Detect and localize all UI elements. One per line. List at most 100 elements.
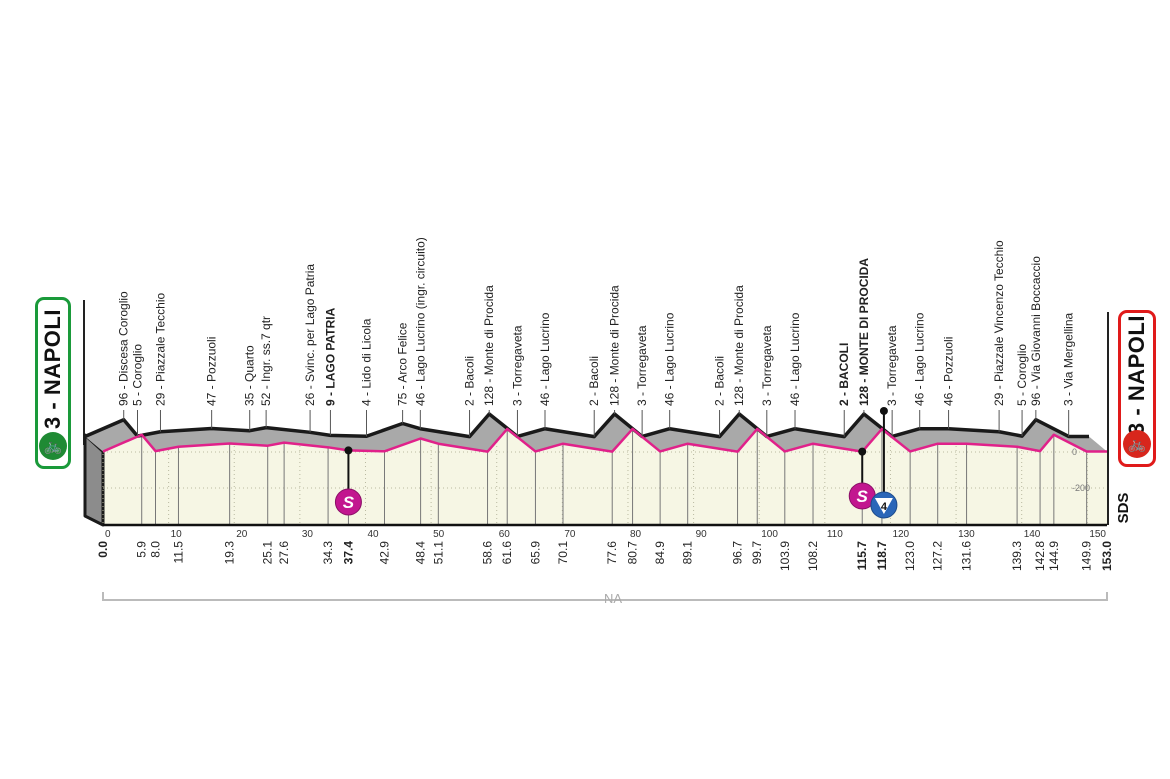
- start-badge: 3 - NAPOLI 🚲: [35, 297, 71, 469]
- km-label: 77.6: [605, 541, 619, 565]
- profile-top-line: [84, 412, 1089, 439]
- x-tick-label: 80: [630, 529, 642, 540]
- waypoint-altitude: 2: [837, 399, 851, 406]
- waypoint-name: Coroglio: [1015, 344, 1029, 389]
- waypoint-label: 2 - Bacoli: [713, 356, 727, 406]
- km-label: 127.2: [931, 541, 945, 571]
- separator: -: [130, 389, 144, 400]
- x-tick-label: 90: [696, 529, 708, 540]
- x-tick-label: 130: [958, 529, 975, 540]
- waypoint-name: BACOLI: [837, 343, 851, 389]
- waypoint-label: 3 - Torregaveta: [635, 325, 649, 406]
- waypoint-name: Lago Lucrino: [538, 312, 552, 382]
- bracket-label: NA: [604, 591, 622, 606]
- km-label: 149.9: [1080, 541, 1094, 571]
- waypoint-altitude: 35: [243, 392, 257, 406]
- separator: -: [1015, 389, 1029, 400]
- cyclist-icon: 🚲: [39, 432, 67, 460]
- km-label: 0.0: [96, 541, 110, 558]
- waypoint-label: 128 - Monte di Procida: [482, 285, 496, 406]
- km-label: 70.1: [556, 541, 570, 565]
- waypoint-label: 46 - Lago Lucrino: [788, 312, 802, 406]
- waypoint-altitude: 2: [713, 399, 727, 406]
- waypoint-label: 47 - Pozzuoli: [205, 337, 219, 406]
- separator: -: [259, 382, 273, 393]
- waypoint-altitude: 96: [1029, 392, 1043, 406]
- sds-logo: SDS: [1115, 493, 1132, 524]
- x-tick-label: 0: [105, 529, 111, 540]
- km-label: 65.9: [528, 541, 542, 565]
- sprint-pin-dot: [858, 447, 867, 456]
- separator: -: [396, 383, 410, 393]
- separator: -: [1029, 382, 1043, 393]
- waypoint-altitude: 46: [663, 392, 677, 406]
- waypoint-altitude: 2: [587, 399, 601, 406]
- waypoint-name: Torregaveta: [510, 325, 524, 389]
- waypoint-label: 96 - Via Giovanni Boccaccio: [1029, 256, 1043, 406]
- km-label: 89.1: [681, 541, 695, 565]
- profile-band: [85, 413, 1107, 452]
- km-label: 144.9: [1047, 541, 1061, 571]
- separator: -: [837, 389, 851, 400]
- waypoint-altitude: 29: [153, 392, 167, 406]
- km-label: 103.9: [778, 541, 792, 571]
- waypoint-name: Lago Lucrino: [788, 312, 802, 382]
- separator: -: [1062, 389, 1076, 400]
- distance-bracket: [102, 592, 1108, 601]
- waypoint-altitude: 2: [463, 399, 477, 406]
- waypoint-altitude: 128: [608, 386, 622, 406]
- separator: -: [243, 382, 257, 393]
- waypoint-label: 96 - Discesa Coroglio: [117, 291, 131, 406]
- waypoint-name: Pozzuoli: [942, 337, 956, 382]
- start-label: 3 - NAPOLI: [40, 309, 65, 429]
- waypoint-altitude: 3: [885, 399, 899, 406]
- waypoint-label: 29 - Piazzale Tecchio: [153, 292, 167, 406]
- waypoint-altitude: 47: [205, 392, 219, 406]
- km-label: 58.6: [481, 541, 495, 565]
- separator: -: [788, 382, 802, 393]
- x-tick-label: 10: [171, 529, 183, 540]
- km-label: 5.9: [135, 541, 149, 558]
- waypoint-altitude: 46: [788, 392, 802, 406]
- km-label: 153.0: [1100, 541, 1114, 571]
- waypoint-name: Monte di Procida: [608, 285, 622, 375]
- waypoint-altitude: 3: [760, 399, 774, 406]
- waypoint-name: MONTE DI PROCIDA: [857, 258, 871, 376]
- km-label: 108.2: [806, 541, 820, 571]
- waypoint-altitude: 128: [732, 386, 746, 406]
- waypoint-name: Ingr. ss.7 qtr: [259, 316, 273, 382]
- waypoint-name: Lago Lucrino (ingr. circuito): [413, 237, 427, 382]
- waypoint-altitude: 52: [259, 392, 273, 406]
- km-label: 96.7: [731, 541, 745, 565]
- x-tick-label: 70: [564, 529, 576, 540]
- waypoint-altitude: 3: [510, 399, 524, 406]
- waypoint-label: 46 - Lago Lucrino: [913, 312, 927, 406]
- waypoint-name: Discesa Coroglio: [117, 291, 131, 382]
- waypoint-altitude: 29: [992, 392, 1006, 406]
- waypoint-name: Monte di Procida: [732, 285, 746, 375]
- waypoint-name: Bacoli: [463, 356, 477, 389]
- separator: -: [510, 389, 524, 399]
- waypoint-name: Via Giovanni Boccaccio: [1029, 256, 1043, 382]
- sprint-icon-letter: S: [857, 487, 869, 506]
- waypoint-name: Torregaveta: [635, 325, 649, 389]
- waypoint-altitude: 5: [1015, 399, 1029, 406]
- waypoint-altitude: 3: [635, 399, 649, 406]
- waypoint-label: 3 - Via Mergellina: [1062, 312, 1076, 406]
- waypoint-altitude: 46: [538, 392, 552, 406]
- waypoint-name: Piazzale Tecchio: [153, 292, 167, 381]
- waypoint-name: Piazzale Vincenzo Tecchio: [992, 240, 1006, 382]
- waypoint-label: 35 - Quarto: [243, 345, 257, 406]
- separator: -: [303, 382, 317, 393]
- separator: -: [413, 382, 427, 393]
- waypoint-label: 128 - MONTE DI PROCIDA: [857, 258, 871, 406]
- km-label: 48.4: [414, 541, 428, 565]
- km-label: 123.0: [903, 541, 917, 571]
- km-label: 142.8: [1033, 541, 1047, 571]
- waypoint-altitude: 26: [303, 392, 317, 406]
- x-tick-label: 60: [499, 529, 511, 540]
- waypoint-label: 3 - Torregaveta: [760, 325, 774, 406]
- separator: -: [942, 382, 956, 393]
- separator: -: [913, 382, 927, 393]
- waypoint-altitude: 128: [857, 386, 871, 406]
